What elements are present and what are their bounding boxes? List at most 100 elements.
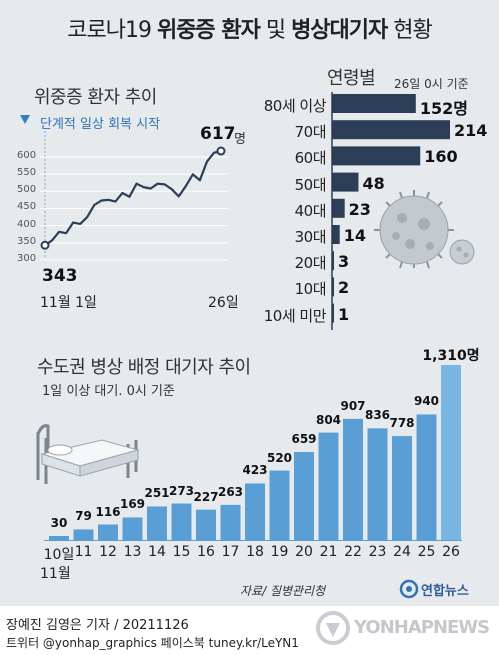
waiting-category-label: 15 [172, 544, 191, 560]
y-tick-label: 500 [17, 184, 37, 196]
title-part: 병상대기자 [291, 18, 388, 43]
footer-sns: 트위터 @yonhap_graphics 페이스북 tuney.kr/LeYN1 [6, 636, 299, 650]
y-tick-label: 600 [17, 149, 37, 161]
waiting-value-label: 169 [119, 497, 146, 512]
age-value-label: 214 [454, 121, 488, 141]
waiting-category-label: 18 [246, 544, 264, 560]
waiting-bar [220, 504, 241, 540]
watermark-icon [316, 611, 350, 645]
virus-icon [372, 190, 477, 270]
y-tick-label: 350 [17, 235, 37, 247]
waiting-value-label: 116 [95, 504, 121, 519]
watermark-text: YONHAPNEWS [354, 617, 490, 638]
waiting-month-label: 11월 [40, 566, 71, 582]
age-category-label: 40대 [294, 201, 327, 220]
y-tick-label: 400 [17, 218, 37, 230]
waiting-category-label: 17 [221, 544, 240, 560]
waiting-bar [392, 436, 412, 540]
waiting-category-label: 10일 [43, 547, 75, 563]
title-part: 위중증 환자 [156, 18, 261, 43]
bottom-chart-title: 수도권 병상 배정 대기자 추이 [37, 357, 251, 378]
age-bar [332, 277, 334, 297]
end-point [216, 146, 226, 156]
waiting-category-label: 22 [344, 544, 362, 560]
waiting-bar [245, 483, 265, 540]
line-chart-title: 위중증 환자 추이 [34, 87, 157, 108]
waiting-category-label: 23 [368, 544, 387, 560]
waiting-bar [367, 428, 388, 540]
age-category-label: 30대 [294, 228, 327, 246]
title-part: 및 [259, 18, 292, 43]
age-chart-note: 26일 0시 기준 [394, 77, 469, 91]
waiting-bar [73, 529, 94, 540]
series-line [44, 149, 222, 247]
waiting-category-label: 13 [123, 544, 142, 560]
waiting-category-label: 25 [417, 544, 436, 560]
waiting-category-label: 20 [295, 544, 313, 560]
waiting-value-label: 263 [217, 484, 244, 499]
page-title: 코로나19 위중증 환자 및 병상대기자 현황 [0, 12, 499, 44]
waiting-bar [49, 535, 69, 540]
age-value-label: 3 [338, 252, 350, 272]
waiting-bar [122, 517, 143, 540]
end-value-unit: 명 [234, 132, 246, 147]
age-value-label: 48 [362, 173, 385, 193]
end-value-label: 617 [200, 124, 236, 144]
hospital-bed-icon [32, 410, 142, 485]
waiting-value-label: 836 [364, 408, 391, 423]
age-bar [332, 303, 334, 323]
age-bar [332, 94, 416, 113]
waiting-value-label: 940 [413, 394, 440, 409]
x-start-label: 11월 1일 [40, 295, 97, 311]
x-end-label: 26일 [208, 295, 239, 311]
age-category-label: 70대 [294, 123, 327, 142]
age-value-label: 1 [338, 304, 350, 324]
title-part: 현황 [387, 18, 433, 43]
waiting-value-label: 520 [266, 450, 293, 465]
waiting-bar [196, 509, 216, 540]
age-value-label: 160 [424, 147, 458, 167]
annotation-marker-icon [20, 115, 30, 124]
logo-text: 연합뉴스 [421, 584, 469, 599]
waiting-value-label: 79 [75, 509, 92, 524]
age-value-label: 14 [343, 226, 366, 245]
waiting-value-label: 804 [315, 412, 342, 427]
waiting-category-label: 24 [393, 544, 411, 560]
waiting-bar [318, 432, 339, 540]
waiting-category-label: 19 [270, 544, 289, 560]
waiting-value-label: 423 [242, 463, 268, 478]
waiting-value-label: 659 [291, 431, 317, 446]
waiting-bar [171, 503, 192, 540]
start-value-label: 343 [42, 266, 78, 286]
waiting-bar [98, 524, 118, 540]
waiting-category-label: 16 [197, 544, 215, 560]
infographic-card: 코로나19 위중증 환자 및 병상대기자 현황 위중증 환자 추이 단계적 일상… [0, 0, 499, 606]
source-note: 자료/ 질병관리청 [240, 584, 326, 598]
age-category-label: 60대 [294, 149, 327, 168]
waiting-category-label: 11 [74, 544, 93, 560]
age-bar [332, 146, 421, 166]
age-value-label: 152명 [419, 99, 468, 118]
age-bar [332, 172, 359, 192]
age-bar [332, 198, 345, 218]
age-category-label: 50대 [294, 175, 327, 194]
waiting-value-label: 30 [50, 515, 68, 530]
waiting-bar [343, 418, 363, 540]
waiting-bar [147, 506, 167, 540]
footer-byline: 장예진 김영은 기자 / 20211126 [6, 618, 189, 633]
age-category-label: 20대 [294, 254, 327, 273]
y-tick-label: 300 [17, 253, 37, 264]
waiting-category-label: 12 [99, 544, 117, 560]
waiting-category-label: 14 [148, 544, 166, 560]
waiting-category-label: 26 [442, 544, 460, 560]
waiting-value-label: 273 [168, 483, 195, 498]
waiting-value-label: 778 [389, 416, 415, 431]
age-value-label: 23 [348, 199, 371, 219]
age-category-label: 10대 [294, 280, 327, 299]
start-point [40, 240, 50, 250]
waiting-bar [416, 414, 437, 540]
age-value-label: 2 [338, 278, 350, 298]
age-bar [332, 120, 450, 140]
title-part: 코로나19 [67, 18, 157, 43]
waiting-value-label: 1,310명 [422, 348, 480, 364]
